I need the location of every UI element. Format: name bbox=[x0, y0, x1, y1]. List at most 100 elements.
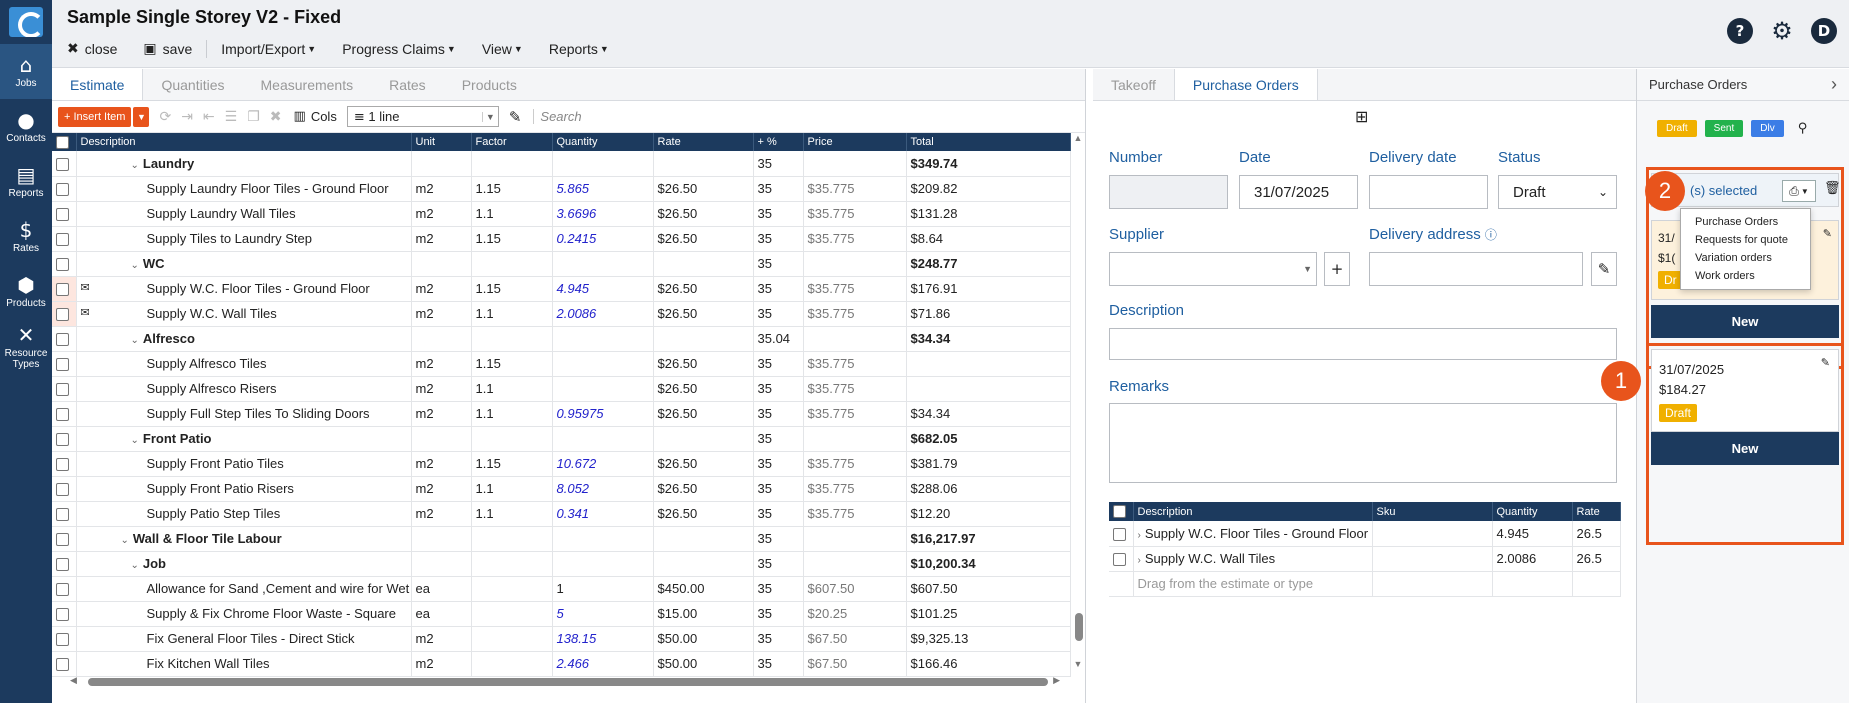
item-total[interactable]: $12.20 bbox=[906, 501, 1071, 527]
item-total[interactable]: $166.46 bbox=[906, 651, 1071, 677]
horizontal-scrollbar[interactable]: ◀ ▶ bbox=[70, 675, 1060, 687]
item-price[interactable]: $35.775 bbox=[803, 301, 907, 327]
row-checkbox[interactable] bbox=[56, 583, 69, 597]
item-quantity[interactable]: 5.865 bbox=[552, 176, 654, 202]
item-price[interactable]: $67.50 bbox=[803, 626, 907, 652]
outdent-icon[interactable]: ⇤ bbox=[202, 108, 215, 125]
row-checkbox[interactable] bbox=[56, 433, 69, 447]
item-description[interactable]: Supply W.C. Floor Tiles - Ground Floor bbox=[146, 281, 370, 296]
chevron-down-icon[interactable]: ⌄ bbox=[130, 435, 139, 446]
item-factor[interactable] bbox=[471, 526, 553, 552]
item-markup[interactable]: 35 bbox=[753, 276, 804, 302]
row-checkbox[interactable] bbox=[56, 458, 69, 472]
gear-icon[interactable]: ⚙ bbox=[1771, 17, 1793, 45]
item-rate[interactable] bbox=[653, 151, 754, 177]
table-row[interactable]: › Supply W.C. Wall Tiles 2.0086 26.5 bbox=[1109, 546, 1621, 572]
item-description[interactable]: Alfresco bbox=[142, 331, 195, 346]
item-markup[interactable]: 35 bbox=[753, 176, 804, 202]
item-total[interactable] bbox=[906, 351, 1071, 377]
row-checkbox[interactable] bbox=[56, 233, 69, 247]
item-quantity[interactable] bbox=[552, 376, 654, 402]
item-factor[interactable]: 1.15 bbox=[471, 351, 553, 377]
item-unit[interactable]: m2 bbox=[411, 626, 472, 652]
item-total[interactable]: $71.86 bbox=[906, 301, 1071, 327]
insert-item-dropdown[interactable]: ▼ bbox=[133, 106, 150, 127]
avatar[interactable]: D bbox=[1811, 18, 1837, 44]
item-factor[interactable]: 1.1 bbox=[471, 476, 553, 502]
copy-icon[interactable]: ❐ bbox=[247, 108, 260, 125]
po-col-rate[interactable]: Rate bbox=[1572, 502, 1621, 521]
new-po-button[interactable]: New bbox=[1651, 305, 1839, 338]
cols-button[interactable]: ▥ Cols bbox=[293, 109, 337, 124]
row-checkbox[interactable] bbox=[56, 633, 69, 647]
item-markup[interactable]: 35 bbox=[753, 501, 804, 527]
item-quantity[interactable] bbox=[552, 326, 654, 352]
item-factor[interactable]: 1.1 bbox=[471, 201, 553, 227]
item-price[interactable]: $20.25 bbox=[803, 601, 907, 627]
item-unit[interactable]: m2 bbox=[411, 451, 472, 477]
item-price[interactable]: $35.775 bbox=[803, 501, 907, 527]
item-price[interactable] bbox=[803, 151, 907, 177]
item-price[interactable]: $67.50 bbox=[803, 651, 907, 677]
item-total[interactable]: $288.06 bbox=[906, 476, 1071, 502]
row-checkbox[interactable] bbox=[1113, 553, 1126, 567]
help-icon[interactable]: ? bbox=[1727, 18, 1753, 44]
item-unit[interactable]: ea bbox=[411, 601, 472, 627]
po-col-sku[interactable]: Sku bbox=[1372, 502, 1493, 521]
item-rate[interactable]: $26.50 bbox=[653, 226, 754, 252]
item-markup[interactable]: 35 bbox=[753, 651, 804, 677]
scroll-down-icon[interactable]: ▼ bbox=[1073, 659, 1083, 669]
table-row[interactable]: Fix Kitchen Wall Tiles m2 2.466 $50.00 35 $67… bbox=[52, 651, 1071, 677]
item-unit[interactable] bbox=[411, 426, 472, 452]
po-line-sku[interactable] bbox=[1372, 546, 1493, 572]
menu-item-work-orders[interactable]: Work orders bbox=[1695, 270, 1755, 282]
item-factor[interactable]: 1.15 bbox=[471, 176, 553, 202]
row-checkbox[interactable] bbox=[56, 408, 69, 422]
item-total[interactable]: $8.64 bbox=[906, 226, 1071, 252]
item-factor[interactable]: 1.1 bbox=[471, 401, 553, 427]
row-checkbox[interactable] bbox=[56, 283, 69, 297]
item-rate[interactable]: $450.00 bbox=[653, 576, 754, 602]
row-checkbox[interactable] bbox=[56, 308, 69, 322]
row-checkbox[interactable] bbox=[56, 183, 69, 197]
chevron-down-icon[interactable]: ⌄ bbox=[130, 560, 139, 571]
item-price[interactable]: $35.775 bbox=[803, 476, 907, 502]
item-total[interactable]: $349.74 bbox=[906, 151, 1071, 177]
item-rate[interactable]: $15.00 bbox=[653, 601, 754, 627]
col-total[interactable]: Total bbox=[906, 133, 1071, 151]
col-description[interactable]: Description bbox=[76, 133, 412, 151]
table-row[interactable]: ✉ Supply W.C. Wall Tiles m2 1.1 2.0086 $26.50… bbox=[52, 301, 1071, 327]
item-description[interactable]: WC bbox=[142, 256, 165, 271]
item-total[interactable]: $248.77 bbox=[906, 251, 1071, 277]
sidebar-item-reports[interactable]: ▤ Reports bbox=[8, 163, 44, 199]
save-button[interactable]: ▣ save bbox=[143, 41, 193, 57]
line-mode-select[interactable]: ≡ 1 line ▼ bbox=[346, 106, 499, 127]
item-factor[interactable]: 1.15 bbox=[471, 451, 553, 477]
table-row[interactable]: Supply Front Patio Tiles m2 1.15 10.672 $26.… bbox=[52, 451, 1071, 477]
item-description[interactable]: Supply Full Step Tiles To Sliding Doors bbox=[146, 406, 370, 421]
item-rate[interactable]: $50.00 bbox=[653, 651, 754, 677]
tab-products[interactable]: Products bbox=[461, 77, 517, 93]
tab-estimate[interactable]: Estimate bbox=[52, 69, 144, 100]
filter-sent[interactable]: Sent bbox=[1704, 120, 1744, 137]
chevron-right-icon[interactable]: › bbox=[1137, 529, 1141, 541]
scroll-left-icon[interactable]: ◀ bbox=[70, 675, 77, 685]
edit-address-button[interactable]: ✎ bbox=[1591, 252, 1617, 286]
menu-item-variation-orders[interactable]: Variation orders bbox=[1695, 252, 1772, 264]
po-line-rate[interactable]: 26.5 bbox=[1572, 546, 1621, 572]
item-markup[interactable]: 35 bbox=[753, 601, 804, 627]
item-description[interactable]: Fix General Floor Tiles - Direct Stick bbox=[146, 631, 355, 646]
item-rate[interactable]: $26.50 bbox=[653, 501, 754, 527]
item-markup[interactable]: 35 bbox=[753, 476, 804, 502]
table-row[interactable]: Supply Laundry Wall Tiles m2 1.1 3.6696 $26.… bbox=[52, 201, 1071, 227]
group-row[interactable]: ⌄ WC 35 $248.77 bbox=[52, 251, 1071, 277]
supplier-select[interactable]: ▼ bbox=[1109, 252, 1317, 286]
item-price[interactable]: $35.775 bbox=[803, 226, 907, 252]
item-factor[interactable] bbox=[471, 326, 553, 352]
item-description[interactable]: Wall & Floor Tile Labour bbox=[132, 531, 282, 546]
item-rate[interactable]: $26.50 bbox=[653, 476, 754, 502]
info-icon[interactable]: ⓘ bbox=[1484, 228, 1497, 242]
item-markup[interactable]: 35 bbox=[753, 351, 804, 377]
item-total[interactable]: $209.82 bbox=[906, 176, 1071, 202]
chevron-down-icon[interactable]: ⌄ bbox=[130, 260, 139, 271]
